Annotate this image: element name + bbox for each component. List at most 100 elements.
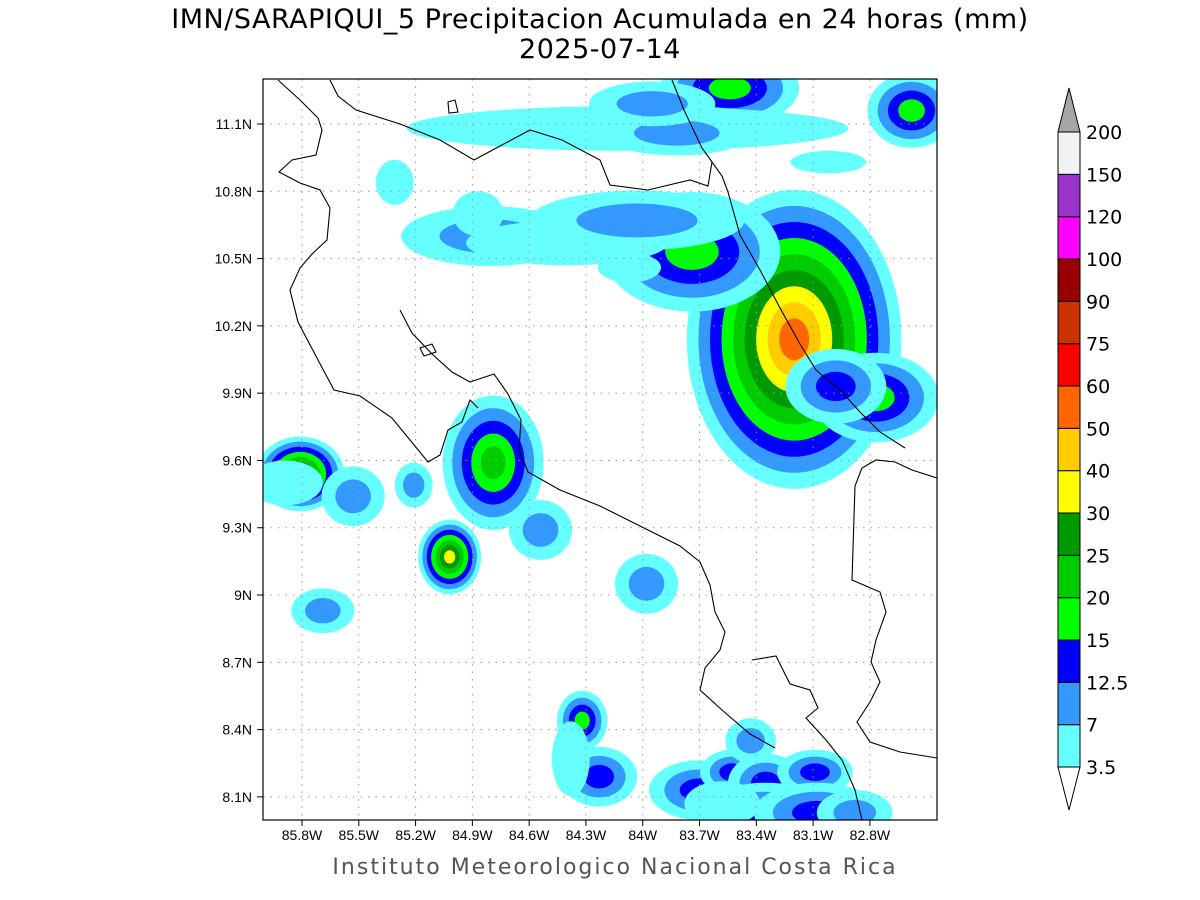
precip-level-6 — [444, 550, 456, 564]
colorbar: 3.5 7 12.5 15 20 25 30 40 50 60 75 90 100 120 150 200 — [1057, 87, 1128, 811]
colorbar-label: 100 — [1086, 249, 1122, 271]
x-tick-label: 84.6W — [509, 827, 550, 843]
precip-level-0 — [551, 721, 590, 797]
colorbar-label: 150 — [1086, 164, 1122, 186]
colorbar-label: 120 — [1086, 207, 1122, 229]
x-tick-label: 82.8W — [850, 827, 891, 843]
precip-level-1 — [833, 799, 877, 820]
y-tick-label: 9.3N — [222, 520, 252, 536]
colorbar-swatch — [1057, 554, 1081, 599]
colorbar-swatch — [1057, 343, 1081, 387]
colorbar-swatch — [1057, 131, 1081, 175]
precip-level-1 — [576, 203, 698, 238]
y-tick-label: 9.6N — [222, 452, 252, 468]
colorbar-label: 40 — [1086, 461, 1110, 483]
y-tick-label: 8.1N — [222, 789, 252, 805]
precip-cell — [597, 252, 662, 283]
colorbar-label: 30 — [1086, 503, 1110, 525]
precip-cell — [263, 460, 323, 506]
precip-level-0 — [375, 159, 414, 205]
precip-level-8 — [779, 318, 810, 361]
colorbar-swatch — [1057, 216, 1081, 260]
y-tick-label: 10.8N — [215, 183, 252, 199]
colorbar-swatch — [1057, 258, 1081, 302]
precip-level-3 — [898, 99, 925, 122]
precip-cell — [291, 588, 355, 634]
precip-level-2 — [800, 763, 830, 782]
colorbar-label: 50 — [1086, 418, 1110, 440]
precip-cell — [777, 749, 853, 795]
precip-cell — [684, 781, 761, 820]
precip-level-1 — [335, 479, 371, 514]
colorbar-swatch — [1057, 639, 1081, 683]
colorbar-swatch — [1057, 427, 1081, 472]
precip-level-1 — [522, 513, 559, 547]
precip-cell — [418, 519, 482, 595]
precip-cell — [452, 191, 504, 237]
x-tick-label: 84.9W — [452, 827, 493, 843]
panama-border — [851, 459, 937, 759]
precip-level-4 — [480, 446, 506, 480]
colorbar-label: 75 — [1086, 334, 1110, 356]
colorbar-label: 25 — [1086, 545, 1110, 567]
y-tick-label: 9N — [234, 587, 252, 603]
colorbar-label: 200 — [1086, 122, 1122, 144]
lake-outline — [419, 99, 459, 357]
precip-cell — [375, 159, 414, 205]
x-axis-ticks: 85.8W 85.5W 85.2W 84.9W 84.6W 84.3W 84W 83.7W 83… — [282, 820, 891, 843]
colorbar-swatch — [1057, 385, 1081, 429]
precip-level-0 — [597, 252, 662, 283]
colorbar-label: 20 — [1086, 588, 1110, 610]
colorbar-swatch — [1057, 512, 1081, 556]
precip-level-1 — [402, 472, 425, 498]
x-tick-label: 84W — [628, 827, 658, 843]
colorbar-swatch — [1057, 300, 1081, 345]
x-tick-label: 83.4W — [736, 827, 777, 843]
colorbar-over-triangle — [1057, 87, 1081, 133]
precip-cell — [725, 718, 776, 764]
x-tick-label: 85.8W — [282, 827, 323, 843]
precip-cell — [551, 721, 590, 797]
precip-cell — [442, 395, 544, 530]
precip-cell — [529, 190, 745, 251]
y-tick-label: 9.9N — [222, 385, 252, 401]
precip-cell — [614, 553, 679, 614]
precip-cell — [790, 150, 867, 174]
x-tick-label: 83.1W — [793, 827, 834, 843]
x-tick-label: 85.5W — [339, 827, 380, 843]
precip-level-0 — [263, 460, 323, 506]
x-tick-label: 84.3W — [566, 827, 607, 843]
colorbar-label: 3.5 — [1086, 757, 1116, 779]
credit-text: Instituto Meteorologico Nacional Costa R… — [332, 855, 898, 880]
colorbar-swatch — [1057, 597, 1081, 641]
colorbar-swatch — [1057, 173, 1081, 218]
colorbar-swatch — [1057, 681, 1081, 726]
map-date: 2025-07-14 — [519, 34, 681, 65]
colorbar-swatch — [1057, 724, 1081, 768]
precip-cell — [321, 466, 385, 527]
precip-level-1 — [616, 91, 688, 117]
y-tick-label: 10.2N — [215, 318, 252, 334]
colorbar-label: 12.5 — [1086, 672, 1128, 694]
y-tick-label: 11.1N — [216, 116, 252, 132]
precip-level-3 — [708, 79, 751, 100]
precipitation-cells — [263, 79, 937, 820]
precip-cell — [394, 462, 433, 508]
y-tick-label: 10.5N — [215, 251, 252, 267]
x-tick-label: 83.7W — [679, 827, 720, 843]
precip-cell — [589, 81, 716, 127]
precip-cell — [867, 79, 937, 148]
y-axis-ticks: 11.1N 10.8N 10.5N 10.2N 9.9N 9.6N 9.3N 9N 8.7N 8.… — [215, 116, 263, 805]
precip-level-1 — [628, 566, 665, 601]
map-title: IMN/SARAPIQUI_5 Precipitacion Acumulada … — [171, 4, 1029, 35]
colorbar-label: 7 — [1086, 715, 1098, 737]
precip-level-2 — [584, 764, 615, 789]
precip-level-0 — [684, 781, 761, 820]
precip-level-0 — [452, 191, 504, 237]
y-tick-label: 8.4N — [222, 722, 252, 738]
colorbar-label: 15 — [1086, 630, 1110, 652]
precip-cell — [508, 500, 573, 560]
x-tick-label: 85.2W — [395, 827, 436, 843]
